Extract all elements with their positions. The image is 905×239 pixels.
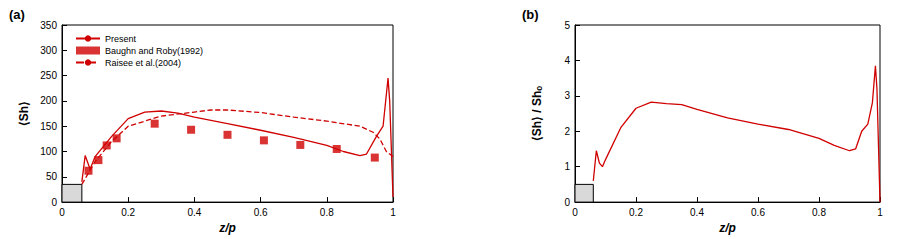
svg-text:0.2: 0.2	[629, 207, 643, 218]
svg-text:100: 100	[40, 146, 57, 157]
svg-text:150: 150	[40, 121, 57, 132]
svg-text:0.6: 0.6	[751, 207, 765, 218]
svg-text:Present: Present	[105, 34, 137, 44]
svg-text:5: 5	[564, 20, 570, 31]
svg-text:2: 2	[564, 126, 570, 137]
svg-text:3: 3	[564, 90, 570, 101]
svg-text:0: 0	[51, 197, 57, 208]
svg-text:Raisee et al.(2004): Raisee et al.(2004)	[105, 58, 181, 68]
svg-text:⟨Sh⟩: ⟨Sh⟩	[17, 101, 31, 126]
svg-text:0.8: 0.8	[320, 207, 334, 218]
svg-text:(a): (a)	[9, 7, 25, 22]
svg-text:Baughn and Roby(1992): Baughn and Roby(1992)	[105, 46, 203, 56]
svg-text:0: 0	[564, 197, 570, 208]
svg-text:0.4: 0.4	[187, 207, 201, 218]
svg-text:0.6: 0.6	[254, 207, 268, 218]
svg-text:0: 0	[59, 207, 65, 218]
svg-text:0.8: 0.8	[812, 207, 826, 218]
svg-text:⟨Sh⟩ / Shₒ: ⟨Sh⟩ / Shₒ	[530, 86, 544, 142]
svg-text:0: 0	[572, 207, 578, 218]
svg-text:350: 350	[40, 20, 57, 31]
svg-text:200: 200	[40, 95, 57, 106]
svg-text:300: 300	[40, 45, 57, 56]
svg-text:(b): (b)	[522, 7, 539, 22]
svg-text:250: 250	[40, 70, 57, 81]
svg-text:50: 50	[46, 171, 58, 182]
svg-text:0.4: 0.4	[690, 207, 704, 218]
svg-text:1: 1	[564, 161, 570, 172]
svg-text:1: 1	[877, 207, 883, 218]
svg-text:z/p: z/p	[218, 221, 236, 235]
svg-text:z/p: z/p	[718, 221, 736, 235]
svg-text:0.2: 0.2	[121, 207, 135, 218]
svg-text:4: 4	[564, 55, 570, 66]
svg-text:1: 1	[390, 207, 396, 218]
